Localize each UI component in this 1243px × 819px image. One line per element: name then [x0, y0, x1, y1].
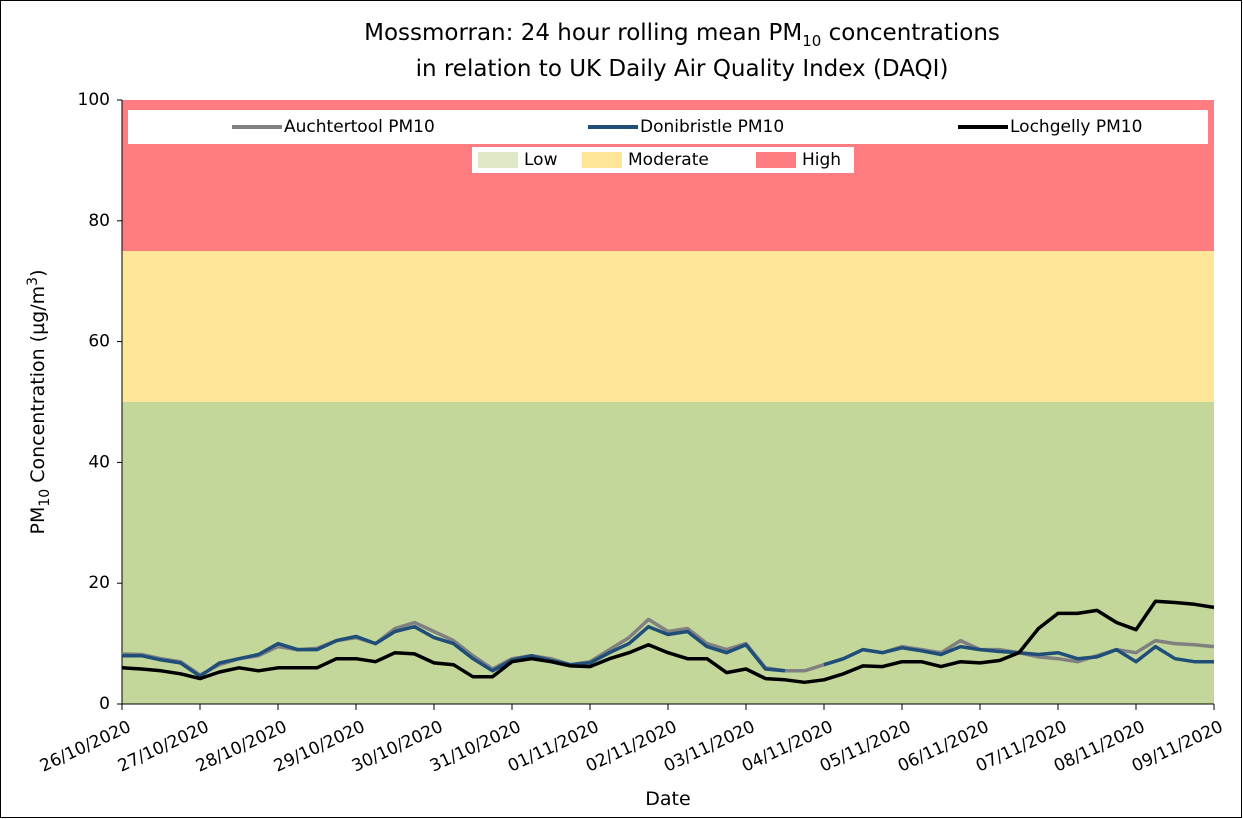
y-tick-label: 40 [88, 452, 110, 472]
title-text: in relation to UK Daily Air Quality Inde… [416, 56, 949, 82]
x-axis-title: Date [645, 788, 690, 810]
ylabel-text: Concentration (µg/m [27, 286, 49, 489]
title-text: concentrations [821, 20, 1000, 46]
y-tick-label: 20 [88, 573, 110, 593]
legend-label: Low [524, 150, 558, 170]
y-tick-label: 0 [99, 694, 110, 714]
legend-label: Lochgelly PM10 [1010, 117, 1142, 137]
legend-label: Moderate [628, 150, 709, 170]
legend-label: Auchtertool PM10 [284, 117, 435, 137]
chart-subtitle: in relation to UK Daily Air Quality Inde… [416, 56, 949, 82]
title-subscript: 10 [802, 32, 821, 50]
y-axis-title: PM10 Concentration (µg/m3) [25, 270, 53, 535]
legend-label: High [802, 150, 841, 170]
y-tick-label: 100 [78, 90, 110, 110]
legend-box [128, 110, 1208, 144]
chart-title: Mossmorran: 24 hour rolling mean PM10 co… [364, 20, 1000, 50]
band [122, 251, 1214, 402]
title-text: Mossmorran: 24 hour rolling mean PM [364, 20, 802, 46]
legend-label: Donibristle PM10 [640, 117, 784, 137]
ylabel-superscript: 3 [25, 277, 41, 286]
legend-swatch [478, 152, 518, 168]
ylabel-text: ) [27, 270, 49, 277]
ylabel-text: PM [27, 507, 49, 535]
series-line [121, 599, 1215, 685]
y-tick-label: 60 [88, 332, 110, 352]
ylabel-subscript: 10 [37, 489, 53, 507]
legend-swatch [582, 152, 622, 168]
legend-swatch [756, 152, 796, 168]
y-tick-label: 80 [88, 211, 110, 231]
plot-area: 02040608010026/10/202027/10/202028/10/20… [37, 90, 1226, 776]
